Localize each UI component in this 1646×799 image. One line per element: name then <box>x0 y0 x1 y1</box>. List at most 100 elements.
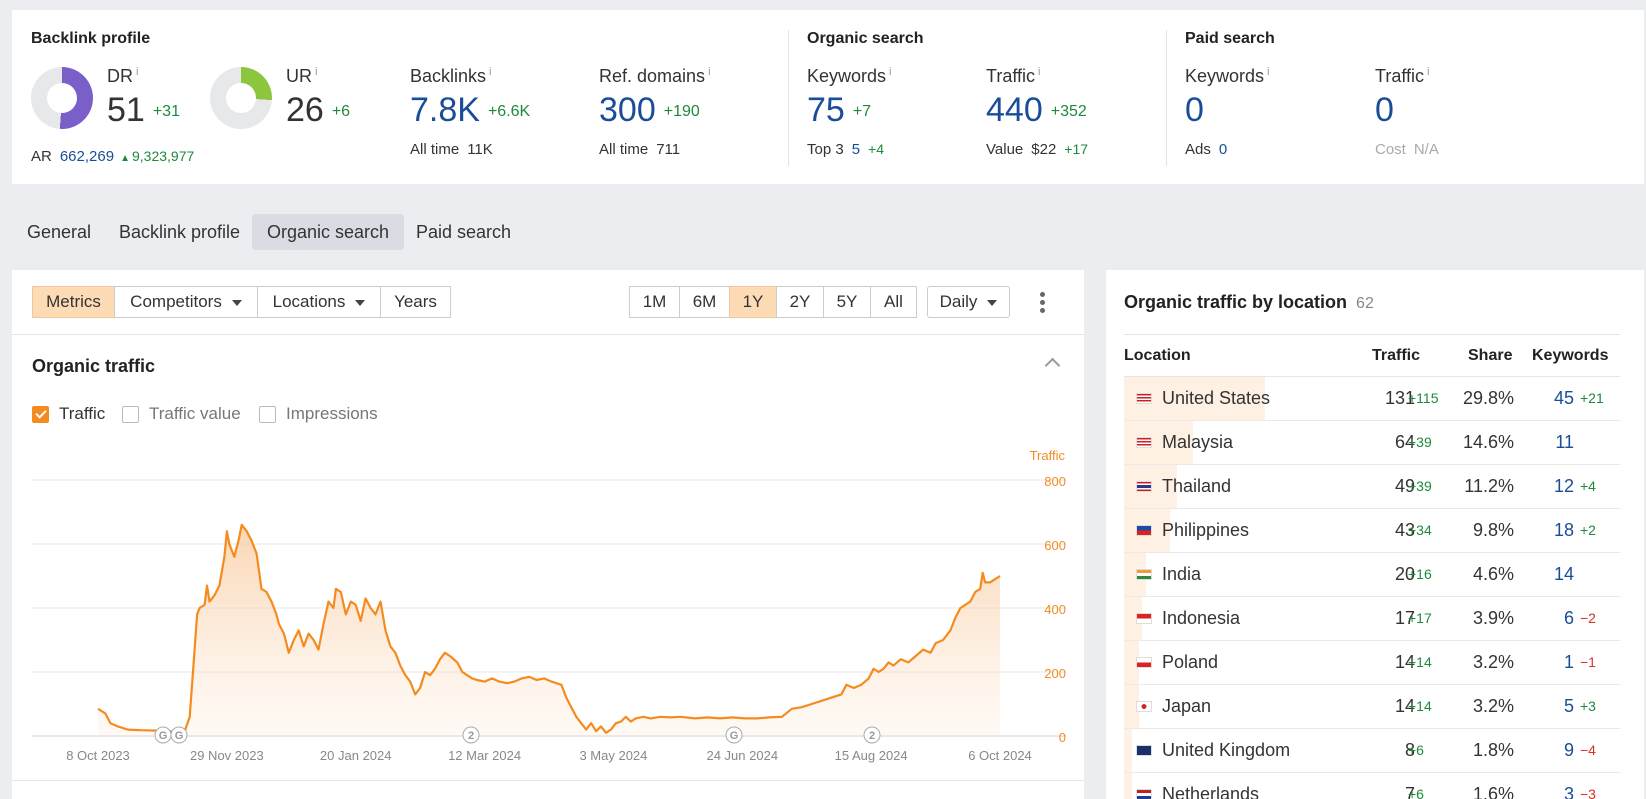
locations-dropdown[interactable]: Locations <box>257 286 381 318</box>
info-icon[interactable]: i <box>889 66 892 78</box>
annotation-marker[interactable]: 2 <box>863 726 881 744</box>
location-traffic-delta: +6 <box>1408 742 1424 758</box>
location-name[interactable]: Philippines <box>1162 520 1250 540</box>
interval-dropdown[interactable]: Daily <box>927 286 1010 318</box>
range-all-button[interactable]: All <box>870 286 917 318</box>
location-name[interactable]: Thailand <box>1162 476 1232 496</box>
location-row[interactable]: Malaysia 64 +39 14.6% 11 <box>1124 421 1620 465</box>
location-keywords[interactable]: 14 <box>1553 564 1574 584</box>
info-icon[interactable]: i <box>1038 66 1041 78</box>
traffic-value-checkbox-label: Traffic value <box>149 404 241 423</box>
info-icon[interactable]: i <box>489 66 492 78</box>
col-header-traffic[interactable]: Traffic <box>1372 347 1421 364</box>
tab-paid-search[interactable]: Paid search <box>416 222 512 242</box>
organic-keywords-metric[interactable]: Keywords i 75 +7 Top 3 5 +4 <box>807 66 891 158</box>
ref-domains-value: 300 <box>599 91 656 129</box>
interval-label: Daily <box>939 292 978 311</box>
flag-ph-icon <box>1136 525 1152 536</box>
location-name[interactable]: India <box>1162 564 1202 584</box>
tab-organic-search[interactable]: Organic search <box>252 214 405 250</box>
organic-traffic-by-location-card <box>1106 270 1644 799</box>
annotation-marker[interactable]: 2 <box>462 726 480 744</box>
location-name[interactable]: Indonesia <box>1162 608 1241 628</box>
top3-value[interactable]: 5 <box>851 141 861 158</box>
info-icon[interactable]: i <box>1267 66 1270 78</box>
x-tick-label: 3 May 2024 <box>579 748 647 763</box>
location-row[interactable]: Netherlands 7 +6 1.6% 3 −3 <box>1124 773 1620 799</box>
traffic-value-delta: +17 <box>1064 141 1089 157</box>
annotation-marker[interactable]: G <box>725 726 743 744</box>
location-keywords[interactable]: 12 <box>1553 476 1574 496</box>
traffic-series-line[interactable] <box>97 523 1001 734</box>
backlinks-metric[interactable]: Backlinks i 7.8K +6.6K All time 11K <box>410 66 530 158</box>
metrics-button[interactable]: Metrics <box>32 286 115 318</box>
impressions-checkbox[interactable]: Impressions <box>259 404 378 424</box>
location-keywords[interactable]: 18 <box>1553 520 1574 540</box>
info-icon[interactable]: i <box>315 66 318 78</box>
location-keywords[interactable]: 9 <box>1563 740 1574 760</box>
ur-metric[interactable]: UR i 26 +6 <box>286 66 350 127</box>
col-header-keywords[interactable]: Keywords <box>1532 347 1609 364</box>
tab-general[interactable]: General <box>27 222 92 242</box>
location-row[interactable]: India 20 +16 4.6% 14 <box>1124 553 1620 597</box>
location-keywords[interactable]: 1 <box>1563 652 1574 672</box>
ref-domains-alltime-label: All time <box>599 141 649 158</box>
location-keywords[interactable]: 5 <box>1563 696 1574 716</box>
location-keywords[interactable]: 11 <box>1555 432 1574 452</box>
info-icon[interactable]: i <box>136 66 139 78</box>
share-bar <box>1124 597 1142 640</box>
location-name[interactable]: Japan <box>1162 696 1212 716</box>
location-name[interactable]: Poland <box>1162 652 1219 672</box>
location-row[interactable]: Japan 14 +14 3.2% 5 +3 <box>1124 685 1620 729</box>
location-keywords-delta: +4 <box>1580 478 1596 494</box>
location-row[interactable]: Thailand 49 +39 11.2% 12 +4 <box>1124 465 1620 509</box>
info-icon[interactable]: i <box>708 66 711 78</box>
traffic-value-checkbox[interactable]: Traffic value <box>122 404 241 424</box>
competitors-dropdown[interactable]: Competitors <box>114 286 258 318</box>
location-traffic: 14 <box>1394 696 1415 716</box>
marker-label: G <box>159 730 168 742</box>
paid-traffic-metric[interactable]: Traffic i 0 Cost N/A <box>1375 66 1439 158</box>
more-options-icon[interactable] <box>1040 292 1046 314</box>
annotation-marker[interactable]: G <box>170 726 188 744</box>
range-6m-button[interactable]: 6M <box>679 286 730 318</box>
location-share: 1.8% <box>1472 740 1514 760</box>
x-tick-label: 24 Jun 2024 <box>706 748 778 763</box>
location-traffic: 14 <box>1394 652 1415 672</box>
location-keywords[interactable]: 6 <box>1563 608 1574 628</box>
location-row[interactable]: Indonesia 17 +17 3.9% 6 −2 <box>1124 597 1620 641</box>
years-button[interactable]: Years <box>380 286 451 318</box>
info-icon[interactable]: i <box>1427 66 1430 78</box>
ref-domains-delta: +190 <box>663 103 700 121</box>
location-traffic-delta: +39 <box>1408 434 1432 450</box>
col-header-location[interactable]: Location <box>1124 347 1191 364</box>
location-share: 3.2% <box>1472 652 1514 672</box>
annotation-marker[interactable]: G <box>154 726 172 744</box>
range-1m-button[interactable]: 1M <box>629 286 680 318</box>
location-name[interactable]: Malaysia <box>1162 432 1234 452</box>
dr-donut-icon <box>31 67 93 129</box>
divider <box>1124 334 1620 335</box>
dr-metric[interactable]: DR i 51 +31 <box>107 66 180 127</box>
location-keywords[interactable]: 45 <box>1553 388 1574 408</box>
tab-backlink-profile[interactable]: Backlink profile <box>119 222 241 242</box>
traffic-checkbox[interactable]: Traffic <box>32 404 105 424</box>
location-row[interactable]: Poland 14 +14 3.2% 1 −1 <box>1124 641 1620 685</box>
ref-domains-metric[interactable]: Ref. domains i 300 +190 All time 711 <box>599 66 711 158</box>
location-name[interactable]: United States <box>1162 388 1271 408</box>
location-row[interactable]: United Kingdom 8 +6 1.8% 9 −4 <box>1124 729 1620 773</box>
locations-title-text: Organic traffic by location <box>1124 292 1348 312</box>
location-name[interactable]: United Kingdom <box>1162 740 1291 760</box>
location-traffic-delta: +34 <box>1408 522 1432 538</box>
organic-traffic-metric[interactable]: Traffic i 440 +352 Value $22 +17 <box>986 66 1088 158</box>
paid-keywords-metric[interactable]: Keywords i 0 Ads 0 <box>1185 66 1269 158</box>
location-row[interactable]: United States 131 +115 29.8% 45 +21 <box>1124 377 1620 421</box>
location-keywords[interactable]: 3 <box>1563 784 1574 799</box>
location-name[interactable]: Netherlands <box>1162 784 1260 799</box>
ar-value[interactable]: 662,269 <box>59 148 115 165</box>
marker-label: G <box>175 730 184 742</box>
location-row[interactable]: Philippines 43 +34 9.8% 18 +2 <box>1124 509 1620 553</box>
col-header-share[interactable]: Share <box>1468 347 1513 364</box>
range-5y-button[interactable]: 5Y <box>823 286 871 318</box>
